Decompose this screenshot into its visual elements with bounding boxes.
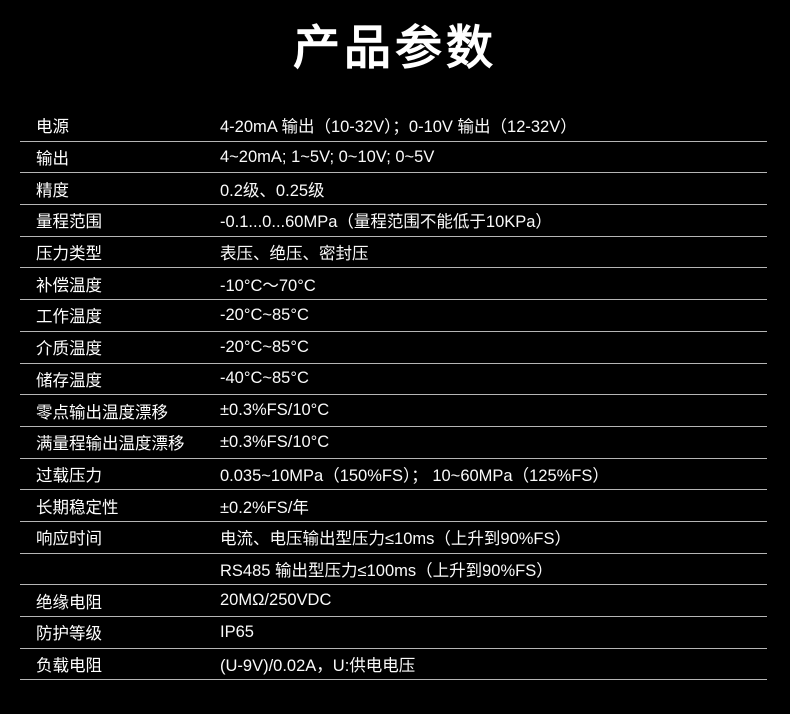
table-row: 输出 4~20mA; 1~5V; 0~10V; 0~5V — [20, 142, 767, 174]
spec-value: -0.1...0...60MPa（量程范围不能低于10KPa） — [220, 213, 552, 232]
spec-label: 补偿温度 — [36, 276, 102, 295]
table-row: 防护等级 IP65 — [20, 617, 767, 649]
spec-label: 负载电阻 — [36, 657, 102, 676]
spec-label: 量程范围 — [36, 213, 102, 232]
spec-value: RS485 输出型压力≤100ms（上升到90%FS） — [220, 561, 553, 580]
spec-label: 满量程输出温度漂移 — [36, 435, 185, 454]
table-row: 满量程输出温度漂移 ±0.3%FS/10°C — [20, 427, 767, 459]
table-row: 介质温度 -20°C~85°C — [20, 332, 767, 364]
spec-label: 防护等级 — [36, 625, 102, 644]
spec-value: 4-20mA 输出（10-32V）；0-10V 输出（12-32V） — [220, 118, 577, 137]
spec-value: -20°C~85°C — [220, 305, 309, 324]
spec-value: 电流、电压输出型压力≤10ms（上升到90%FS） — [220, 530, 572, 549]
spec-value: 0.035~10MPa（150%FS）； 10~60MPa（125%FS） — [220, 466, 609, 485]
page-title: 产品参数 — [293, 21, 497, 74]
spec-label: 绝缘电阻 — [36, 593, 102, 612]
table-row: 负载电阻 (U-9V)/0.02A，U:供电电压 — [20, 649, 767, 681]
spec-value: ±0.3%FS/10°C — [220, 432, 330, 451]
spec-value: 表压、绝压、密封压 — [220, 245, 369, 264]
spec-label: 精度 — [36, 181, 69, 200]
spec-label: 电源 — [36, 118, 69, 137]
spec-value: ±0.3%FS/10°C — [220, 401, 330, 420]
spec-label: 工作温度 — [36, 308, 102, 327]
table-row: 压力类型 表压、绝压、密封压 — [20, 237, 767, 269]
spec-label: 介质温度 — [36, 340, 102, 359]
spec-value: ±0.2%FS/年 — [220, 498, 309, 517]
table-row: 长期稳定性 ±0.2%FS/年 — [20, 490, 767, 522]
spec-value: -40°C~85°C — [220, 369, 309, 388]
table-row: 电源 4-20mA 输出（10-32V）；0-10V 输出（12-32V） — [20, 110, 767, 142]
spec-label: 输出 — [36, 150, 69, 169]
spec-value: 20MΩ/250VDC — [220, 591, 332, 610]
spec-label: 过载压力 — [36, 466, 102, 485]
spec-label: 长期稳定性 — [36, 498, 119, 517]
table-row: 响应时间 电流、电压输出型压力≤10ms（上升到90%FS） — [20, 522, 767, 554]
spec-value: IP65 — [220, 622, 254, 641]
spec-value: -20°C~85°C — [220, 337, 309, 356]
spec-value: (U-9V)/0.02A，U:供电电压 — [220, 657, 416, 676]
table-row: 储存温度 -40°C~85°C — [20, 364, 767, 396]
table-row: RS485 输出型压力≤100ms（上升到90%FS） — [20, 554, 767, 586]
spec-label: 储存温度 — [36, 371, 102, 390]
table-row: 绝缘电阻 20MΩ/250VDC — [20, 585, 767, 617]
table-row: 量程范围 -0.1...0...60MPa（量程范围不能低于10KPa） — [20, 205, 767, 237]
spec-value: 0.2级、0.25级 — [220, 181, 325, 200]
table-row: 精度 0.2级、0.25级 — [20, 173, 767, 206]
spec-table: 电源 4-20mA 输出（10-32V）；0-10V 输出（12-32V） 输出 4~… — [20, 110, 767, 681]
spec-label: 响应时间 — [36, 530, 102, 549]
spec-label: 压力类型 — [36, 245, 102, 264]
table-row: 零点输出温度漂移 ±0.3%FS/10°C — [20, 395, 767, 427]
table-row: 工作温度 -20°C~85°C — [20, 300, 767, 332]
spec-value: 4~20mA; 1~5V; 0~10V; 0~5V — [220, 147, 435, 166]
table-row: 补偿温度 -10°C～70°C — [20, 268, 767, 301]
table-row: 过载压力 0.035~10MPa（150%FS）； 10~60MPa（125%FS… — [20, 459, 767, 491]
spec-value: -10°C～70°C — [220, 276, 316, 295]
spec-label: 零点输出温度漂移 — [36, 403, 168, 422]
